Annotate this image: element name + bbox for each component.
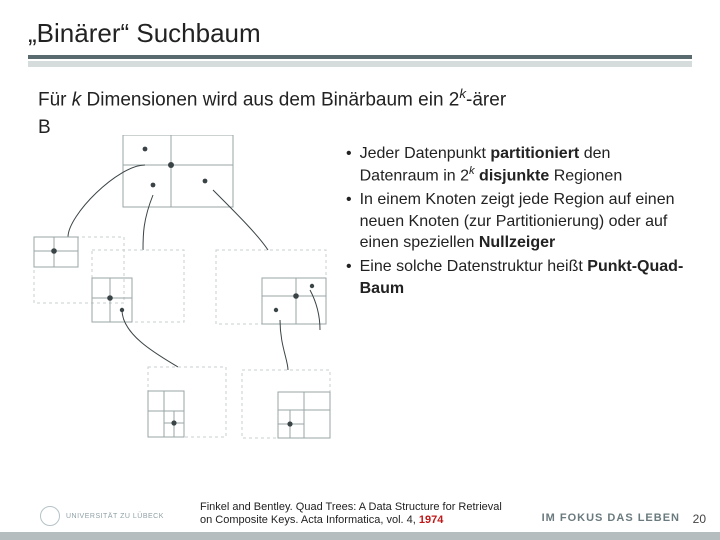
motto: IM FOKUS DAS LEBEN [542, 512, 680, 524]
bullet-item: • Jeder Datenpunkt partitioniert den Dat… [346, 143, 692, 188]
intro-suffix: -ärer [466, 89, 506, 110]
citation: Finkel and Bentley. Quad Trees: A Data S… [200, 501, 540, 529]
intro-prefix: Für [38, 89, 72, 110]
footer: UNIVERSITÄT ZU LÜBECK Finkel and Bentley… [0, 484, 720, 540]
citation-line2: on Composite Keys. Acta Informatica, vol… [200, 514, 419, 526]
page-number: 20 [693, 512, 706, 526]
bullet-list: • Jeder Datenpunkt partitioniert den Dat… [346, 135, 692, 301]
bullet-item: • Eine solche Datenstruktur heißt Punkt-… [346, 256, 692, 299]
page-title: „Binärer“ Suchbaum [28, 18, 692, 49]
content-row: • Jeder Datenpunkt partitioniert den Dat… [28, 135, 692, 465]
bullet-marker: • [346, 256, 352, 299]
intro-k: k [72, 89, 82, 110]
bullet-text: Jeder Datenpunkt partitioniert den Daten… [360, 143, 623, 188]
seal-icon [40, 506, 60, 526]
university-logo: UNIVERSITÄT ZU LÜBECK [40, 506, 164, 526]
intro-text: Für k Dimensionen wird aus dem Binärbaum… [38, 85, 692, 113]
citation-line1: Finkel and Bentley. Quad Trees: A Data S… [200, 501, 502, 513]
footer-bar [0, 532, 720, 540]
rule-light [28, 61, 692, 67]
intro-mid: Dimensionen wird aus dem Binärbaum ein 2 [81, 89, 459, 110]
bullet-marker: • [346, 189, 352, 254]
bullet-item: • In einem Knoten zeigt jede Region auf … [346, 189, 692, 254]
university-name: UNIVERSITÄT ZU LÜBECK [66, 513, 164, 520]
slide: „Binärer“ Suchbaum Für k Dimensionen wir… [0, 0, 720, 540]
bullet-text: Eine solche Datenstruktur heißt Punkt-Qu… [360, 256, 692, 299]
citation-year: 1974 [419, 514, 443, 526]
quad-tree-diagram [28, 135, 338, 465]
diagram-svg [28, 135, 338, 465]
bullet-marker: • [346, 143, 352, 188]
bullet-text: In einem Knoten zeigt jede Region auf ei… [360, 189, 692, 254]
rule-dark [28, 55, 692, 59]
